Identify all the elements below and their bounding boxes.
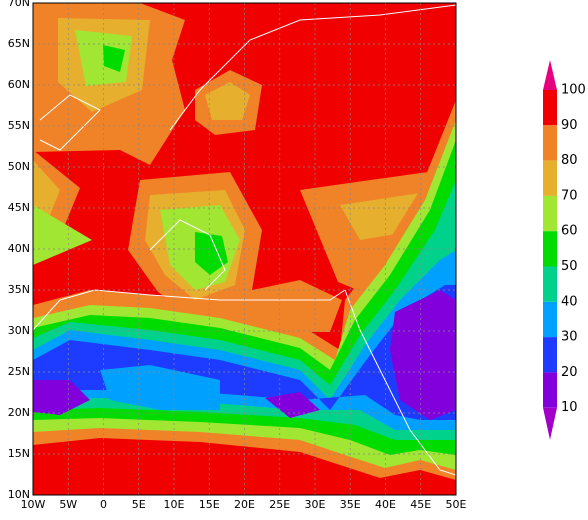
y-tick-label: 35N [8, 283, 30, 296]
x-tick-label: 20E [234, 498, 255, 511]
colorbar-cap [543, 60, 557, 90]
colorbar-box [543, 231, 557, 267]
colorbar-box [543, 337, 557, 373]
colorbar-label: 50 [561, 259, 578, 274]
colorbar-label: 30 [561, 330, 578, 345]
colorbar-box [543, 266, 557, 302]
x-tick-label: 5W [59, 498, 77, 511]
colorbar-label: 100 [561, 83, 586, 98]
x-tick-label: 35E [340, 498, 361, 511]
y-tick-label: 45N [8, 201, 30, 214]
colorbar-label: 90 [561, 118, 578, 133]
x-tick-label: 50E [446, 498, 467, 511]
colorbar: 100 90 80 70 60 50 40 30 20 10 [543, 60, 586, 440]
colorbar-box [543, 125, 557, 161]
x-tick-label: 30E [305, 498, 326, 511]
colorbar-label: 80 [561, 153, 578, 168]
y-tick-label: 70N [8, 0, 30, 9]
y-tick-label: 65N [8, 37, 30, 50]
x-tick-label: 10W [21, 498, 46, 511]
x-tick-label: 40E [375, 498, 396, 511]
x-tick-label: 45E [410, 498, 431, 511]
y-tick-label: 15N [8, 447, 30, 460]
colorbar-box [543, 372, 557, 408]
colorbar-box [543, 90, 557, 126]
colorbar-cap [543, 407, 557, 440]
colorbar-label: 40 [561, 294, 578, 309]
colorbar-box [543, 301, 557, 338]
colorbar-box [543, 160, 557, 196]
y-tick-label: 55N [8, 119, 30, 132]
x-tick-label: 0 [100, 498, 107, 511]
y-tick-label: 25N [8, 365, 30, 378]
y-tick-label: 40N [8, 242, 30, 255]
colorbar-label: 10 [561, 400, 578, 415]
map-frame [32, 2, 457, 496]
x-tick-label: 25E [269, 498, 290, 511]
y-tick-label: 20N [8, 406, 30, 419]
x-tick-label: 15E [199, 498, 220, 511]
colorbar-label: 20 [561, 365, 578, 380]
x-tick-label: 5E [132, 498, 146, 511]
colorbar-label: 70 [561, 188, 578, 203]
colorbar-label: 60 [561, 224, 578, 239]
y-tick-label: 50N [8, 160, 30, 173]
y-tick-label: 10N [8, 488, 30, 501]
y-tick-label: 60N [8, 78, 30, 91]
colorbar-box [543, 195, 557, 232]
y-tick-label: 30N [8, 324, 30, 337]
x-tick-label: 10E [164, 498, 185, 511]
contour-field [33, 3, 456, 495]
